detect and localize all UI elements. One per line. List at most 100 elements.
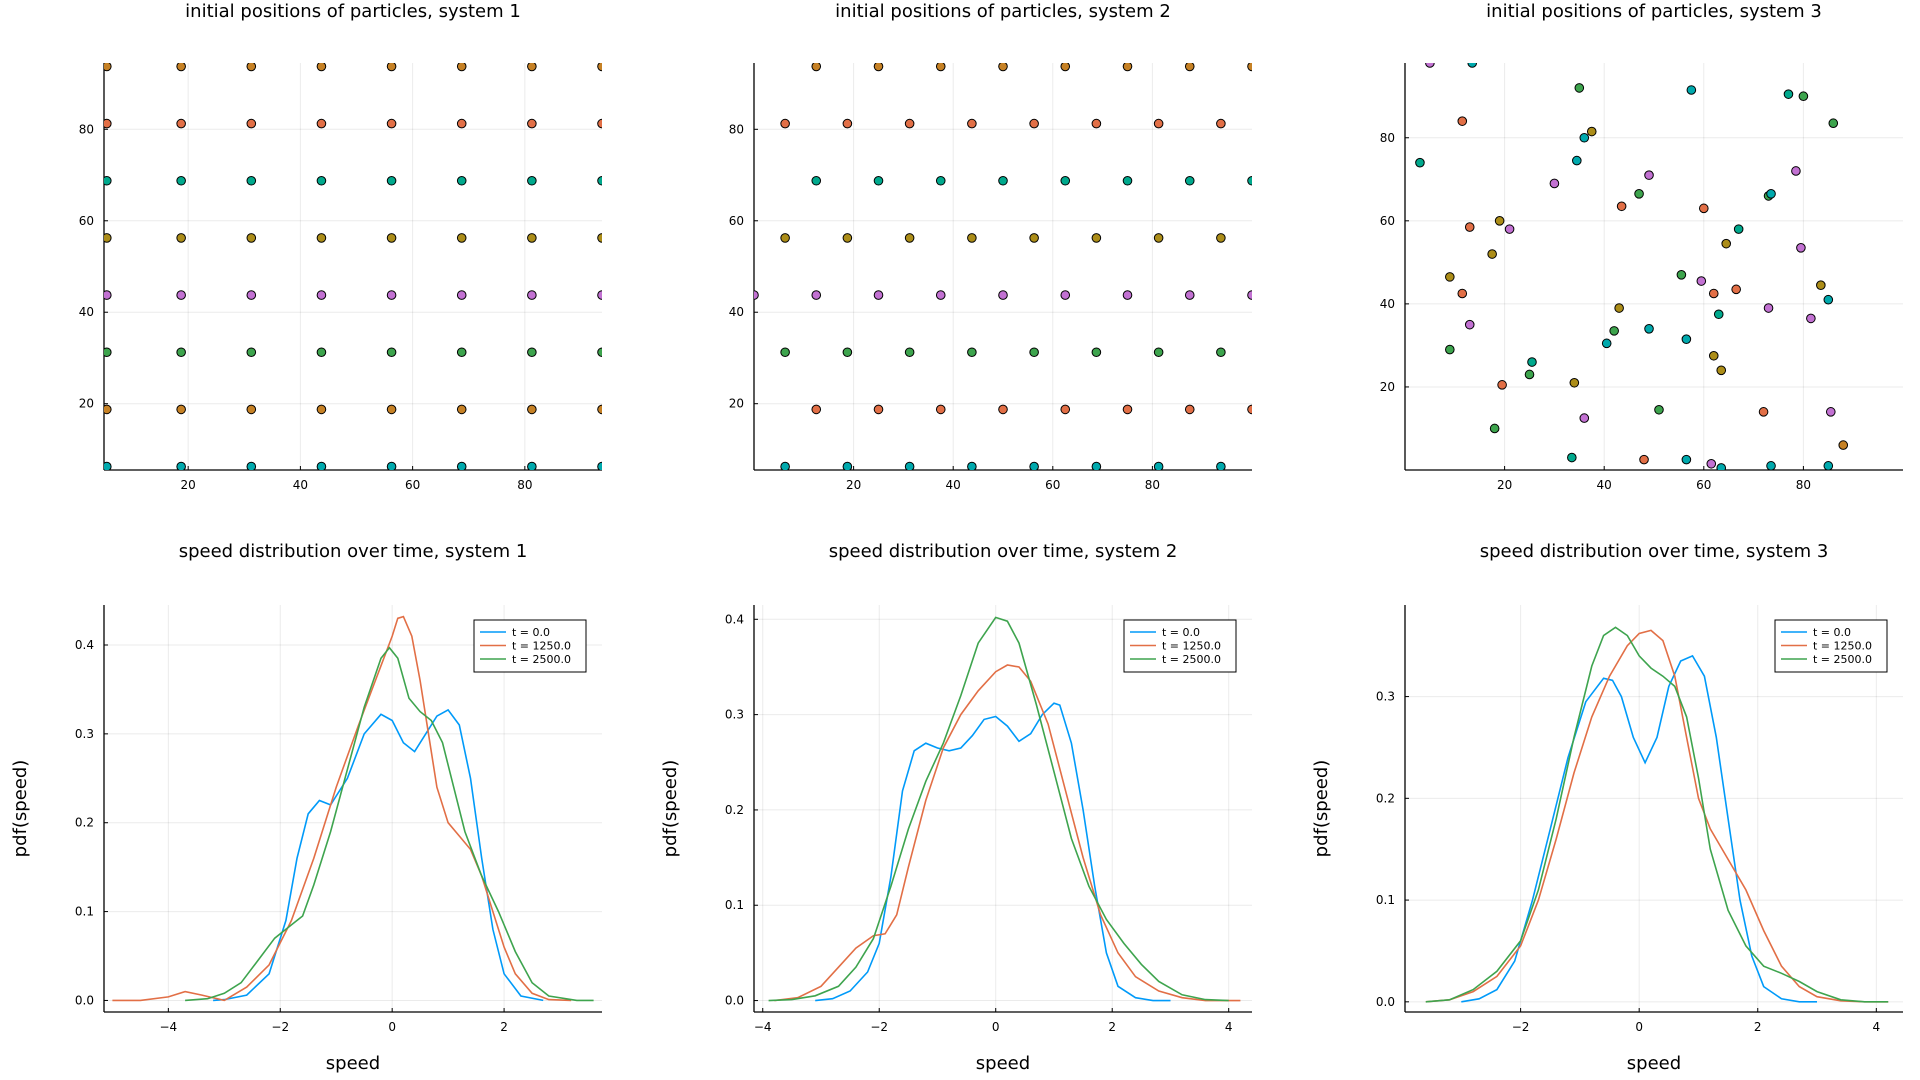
- particle-point: [386, 461, 397, 470]
- chart-title: initial positions of particles, system 3: [1486, 1, 1822, 22]
- x-tick-label: 60: [405, 478, 420, 492]
- legend-entry: t = 1250.0: [1162, 640, 1221, 653]
- particle-point: [456, 347, 467, 358]
- particle-point: [1457, 288, 1468, 299]
- x-tick-label: 40: [293, 478, 308, 492]
- x-tick-label: 60: [1696, 478, 1711, 492]
- y-tick-label: 0.3: [725, 708, 744, 722]
- x-axis-label: speed: [1627, 1053, 1681, 1074]
- particle-point: [1184, 404, 1195, 415]
- particle-point: [1091, 233, 1102, 243]
- particle-point: [754, 290, 759, 300]
- particle-point: [597, 290, 602, 300]
- particle-point: [597, 404, 602, 415]
- particle-point: [1489, 423, 1500, 434]
- particle-point: [1567, 452, 1577, 463]
- particle-point: [1616, 201, 1627, 212]
- legend-entry: t = 0.0: [512, 626, 550, 639]
- subplot-2: initial positions of particles, system 2…: [729, 1, 1252, 492]
- particle-point: [1247, 404, 1252, 415]
- subplot-3: initial positions of particles, system 3…: [1380, 1, 1903, 492]
- particle-point: [842, 461, 853, 470]
- legend-entry: t = 1250.0: [512, 640, 571, 653]
- y-tick-label: 0.3: [1376, 690, 1395, 704]
- x-tick-label: −4: [159, 1020, 177, 1034]
- x-tick-label: 2: [500, 1020, 508, 1034]
- x-tick-label: 4: [1873, 1020, 1881, 1034]
- particle-point: [1184, 175, 1195, 186]
- legend-entry: t = 1250.0: [1813, 640, 1872, 653]
- particle-point: [316, 63, 327, 72]
- particle-point: [1216, 118, 1226, 129]
- particle-point: [527, 461, 537, 470]
- y-tick-label: 20: [1380, 380, 1395, 394]
- particle-point: [935, 175, 946, 186]
- particle-point: [1579, 132, 1590, 143]
- particle-point: [873, 290, 884, 300]
- x-tick-label: 0: [1635, 1020, 1643, 1034]
- particle-point: [597, 461, 602, 470]
- particle-point: [597, 347, 602, 358]
- particle-point: [104, 347, 112, 358]
- particle-point: [1524, 369, 1535, 380]
- particle-point: [104, 63, 112, 72]
- particle-point: [1634, 189, 1644, 199]
- particle-point: [527, 175, 537, 186]
- particle-point: [1184, 63, 1195, 72]
- particle-point: [1122, 63, 1133, 72]
- particle-point: [1614, 303, 1624, 313]
- y-tick-label: 80: [729, 122, 744, 136]
- particle-point: [316, 118, 327, 129]
- y-axis-label: pdf(speed): [1311, 760, 1332, 858]
- particle-point: [1216, 347, 1226, 358]
- particle-point: [1497, 380, 1507, 390]
- legend-entry: t = 0.0: [1162, 626, 1200, 639]
- particle-point: [597, 118, 602, 129]
- particle-point: [1828, 118, 1839, 129]
- particle-point: [1494, 216, 1505, 226]
- particle-point: [873, 404, 884, 415]
- particle-point: [456, 175, 467, 186]
- particle-point: [1766, 189, 1776, 199]
- series-line: [1425, 626, 1889, 1003]
- particle-point: [1681, 334, 1692, 344]
- plot-area: [768, 616, 1241, 1002]
- y-tick-label: 80: [1380, 131, 1395, 145]
- particle-point: [1798, 91, 1809, 102]
- x-tick-label: 40: [946, 478, 961, 492]
- y-tick-label: 60: [1380, 214, 1395, 228]
- particle-point: [1153, 233, 1164, 243]
- particle-point: [1639, 454, 1649, 465]
- particle-point: [1247, 175, 1252, 186]
- particle-point: [1464, 319, 1475, 330]
- particle-point: [1029, 233, 1039, 243]
- particle-point: [316, 290, 327, 300]
- particle-point: [1247, 290, 1252, 300]
- particle-point: [842, 118, 853, 129]
- particle-point: [1791, 166, 1801, 176]
- y-tick-label: 0.4: [725, 612, 744, 626]
- particle-point: [456, 290, 467, 300]
- particle-point: [1572, 155, 1582, 166]
- y-tick-label: 0.1: [75, 905, 94, 919]
- particle-point: [842, 233, 853, 243]
- particle-point: [1060, 63, 1071, 72]
- y-tick-label: 20: [729, 397, 744, 411]
- particle-point: [1122, 175, 1133, 186]
- y-tick-label: 0.0: [75, 993, 94, 1007]
- particle-point: [842, 347, 853, 358]
- subplot-6: speed distribution over time, system 3 −2…: [1311, 541, 1903, 1074]
- particle-point: [1586, 126, 1597, 137]
- series-line: [213, 708, 544, 1002]
- x-tick-label: 2: [1108, 1020, 1116, 1034]
- particle-point: [527, 347, 537, 358]
- particle-point: [935, 63, 946, 72]
- particle-point: [1686, 85, 1697, 95]
- y-tick-label: 40: [729, 305, 744, 319]
- chart-title: speed distribution over time, system 3: [1480, 541, 1829, 562]
- particle-point: [104, 233, 112, 243]
- particle-point: [1806, 313, 1816, 324]
- particle-point: [104, 118, 112, 129]
- particle-point: [246, 404, 257, 415]
- particle-point: [1247, 63, 1252, 72]
